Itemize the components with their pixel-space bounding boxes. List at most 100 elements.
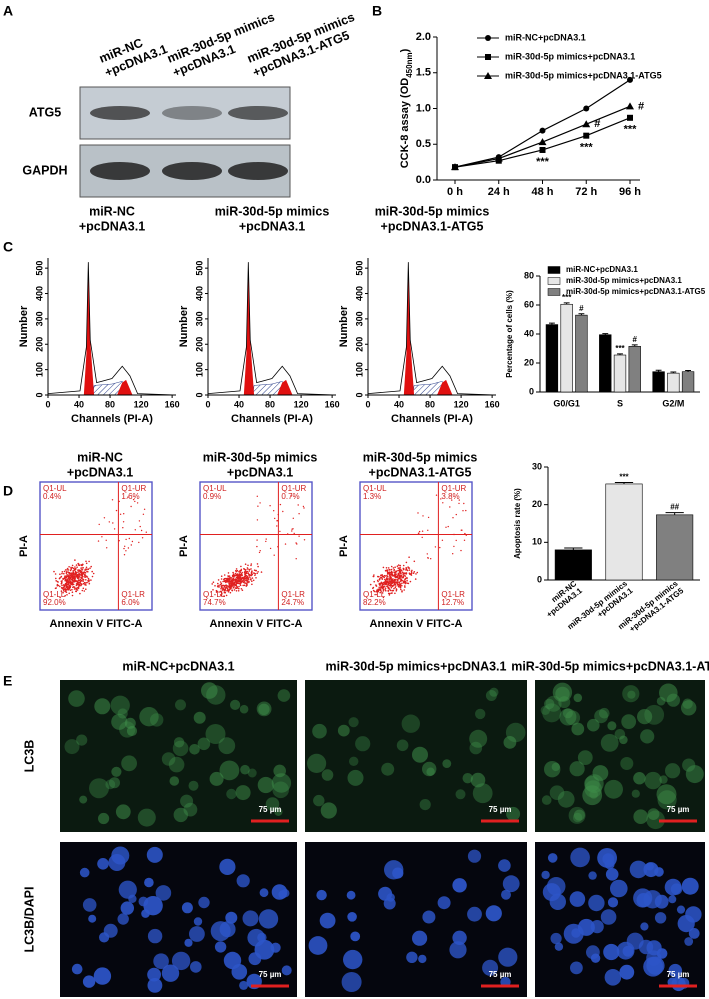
- quadrant-label: Q1-UL: [203, 484, 227, 493]
- cell: [654, 912, 667, 924]
- marker: [627, 76, 633, 83]
- cell: [498, 947, 518, 967]
- y-tick-label: 300: [34, 311, 44, 326]
- cell: [462, 773, 473, 784]
- event-dot: [402, 575, 405, 578]
- legend-marker: [485, 35, 491, 41]
- event-dot: [222, 580, 224, 583]
- x-tick-label: 120: [294, 399, 309, 409]
- event-dot: [421, 536, 423, 539]
- cell: [549, 785, 565, 800]
- event-dot: [82, 571, 85, 574]
- event-dot: [391, 589, 393, 592]
- event-dot: [395, 572, 397, 574]
- cell: [670, 883, 683, 895]
- cell: [589, 790, 598, 799]
- event-dot: [119, 513, 122, 515]
- y-tick-label: 0: [194, 392, 204, 397]
- title-group: miR-30d-5p mimics+pcDNA3.1: [203, 450, 318, 479]
- event-dot: [388, 587, 390, 589]
- cell: [619, 735, 628, 745]
- cell: [110, 695, 130, 715]
- bar: [599, 334, 612, 393]
- marker: [538, 138, 547, 146]
- event-dot: [399, 568, 402, 570]
- event-dot: [85, 566, 88, 569]
- cell: [235, 785, 251, 801]
- event-dot: [389, 589, 392, 591]
- event-dot: [69, 586, 71, 588]
- y-axis-label: PI-A: [18, 535, 30, 557]
- event-dot: [426, 553, 428, 555]
- event-dot: [291, 528, 293, 530]
- event-dot: [397, 572, 400, 575]
- cell: [470, 772, 486, 788]
- cell: [607, 897, 619, 908]
- event-dot: [115, 509, 118, 512]
- event-dot: [63, 584, 65, 587]
- event-dot: [74, 566, 76, 568]
- event-dot: [404, 577, 407, 580]
- event-dot: [387, 581, 390, 584]
- event-dot: [302, 505, 305, 508]
- cell: [271, 773, 292, 793]
- cell: [161, 964, 180, 982]
- cell: [594, 709, 608, 724]
- event-dot: [390, 568, 393, 571]
- y-tick-label: 400: [34, 286, 44, 301]
- cell: [147, 928, 163, 944]
- event-dot: [85, 562, 88, 565]
- event-dot: [397, 569, 399, 572]
- cell: [475, 708, 486, 720]
- event-dot: [73, 579, 76, 582]
- event-dot: [240, 575, 242, 577]
- cell: [111, 766, 122, 777]
- event-dot: [217, 579, 220, 581]
- cell: [99, 932, 110, 943]
- event-dot: [87, 577, 90, 580]
- event-dot: [403, 589, 406, 591]
- event-dot: [224, 584, 226, 587]
- y-axis-label: PI-A: [178, 535, 190, 557]
- x-tick-label: 80: [425, 399, 435, 409]
- event-dot: [396, 575, 399, 578]
- event-dot: [122, 521, 125, 523]
- event-dot: [247, 572, 250, 575]
- event-dot: [227, 575, 229, 577]
- event-dot: [241, 581, 244, 583]
- event-dot: [212, 581, 215, 583]
- event-dot: [128, 537, 130, 540]
- event-dot: [242, 577, 245, 580]
- event-dot: [65, 586, 68, 589]
- event-dot: [139, 525, 141, 528]
- y-tick-label: 500: [354, 261, 364, 276]
- event-dot: [90, 565, 92, 568]
- event-dot: [225, 579, 227, 582]
- y-axis-label: Number: [338, 305, 350, 347]
- event-dot: [389, 571, 392, 574]
- event-dot: [406, 577, 408, 580]
- event-dot: [71, 583, 74, 585]
- event-dot: [68, 571, 71, 574]
- event-dot: [228, 580, 230, 583]
- event-dot: [404, 585, 406, 587]
- x-tick-label: 0: [205, 399, 210, 409]
- event-dot: [395, 570, 398, 573]
- cell: [647, 808, 660, 820]
- event-dot: [376, 579, 379, 582]
- title-line: miR-30d-5p mimics: [203, 450, 318, 464]
- event-dot: [255, 577, 257, 579]
- event-dot: [381, 574, 383, 576]
- event-dot: [463, 539, 466, 541]
- event-dot: [145, 531, 147, 533]
- cell: [562, 708, 573, 719]
- event-dot: [394, 592, 396, 595]
- event-dot: [249, 576, 251, 578]
- event-dot: [238, 585, 240, 588]
- event-dot: [232, 586, 235, 589]
- cell: [258, 703, 270, 715]
- event-dot: [373, 580, 376, 583]
- quadrant-label: 6.0%: [121, 598, 139, 607]
- event-dot: [75, 579, 77, 582]
- cell: [223, 951, 242, 970]
